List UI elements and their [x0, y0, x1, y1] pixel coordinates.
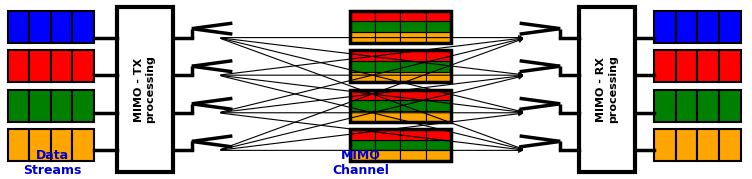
Bar [400, 21, 426, 32]
Bar [654, 11, 676, 43]
Bar [719, 11, 741, 43]
Bar [350, 90, 451, 122]
Bar [698, 11, 719, 43]
Bar [350, 21, 375, 32]
Bar [426, 150, 451, 161]
Bar [719, 90, 741, 122]
Text: MIMO - RX
processing: MIMO - RX processing [596, 55, 618, 124]
Bar [426, 72, 451, 82]
Bar [375, 129, 400, 140]
Bar [375, 72, 400, 82]
Bar [29, 129, 51, 161]
Bar [426, 100, 451, 111]
Bar [719, 50, 741, 82]
Bar [117, 7, 173, 172]
Bar [350, 111, 375, 122]
Bar [8, 90, 29, 122]
Bar [698, 50, 719, 82]
Bar [654, 90, 676, 122]
Bar [350, 50, 451, 82]
Bar [676, 90, 698, 122]
Bar [72, 11, 94, 43]
Bar [654, 50, 676, 82]
Bar [426, 21, 451, 32]
Bar [400, 90, 426, 100]
Bar [51, 90, 72, 122]
Bar [8, 129, 29, 161]
Text: Data
Streams: Data Streams [23, 149, 82, 177]
Bar [426, 61, 451, 72]
Bar [676, 50, 698, 82]
Bar [400, 129, 426, 140]
Bar [350, 32, 375, 43]
Bar [350, 11, 451, 43]
Bar [676, 129, 698, 161]
Bar [350, 150, 375, 161]
Bar [375, 90, 400, 100]
Bar [375, 150, 400, 161]
Bar [350, 50, 375, 61]
Bar [426, 111, 451, 122]
Bar [719, 129, 741, 161]
Bar [51, 11, 72, 43]
Bar [8, 11, 29, 43]
Bar [426, 32, 451, 43]
Bar [426, 129, 451, 140]
Bar [400, 111, 426, 122]
Bar [72, 50, 94, 82]
Bar [426, 90, 451, 100]
Bar [426, 50, 451, 61]
Bar [350, 140, 375, 150]
Bar [400, 150, 426, 161]
Bar [375, 32, 400, 43]
Bar [72, 129, 94, 161]
Bar [29, 90, 51, 122]
Text: MIMO
Channel: MIMO Channel [332, 149, 390, 177]
Bar [375, 100, 400, 111]
Bar [72, 90, 94, 122]
Bar [698, 90, 719, 122]
Bar [350, 61, 375, 72]
Bar [375, 50, 400, 61]
Bar [8, 50, 29, 82]
Bar [350, 100, 375, 111]
Bar [400, 61, 426, 72]
Bar [400, 72, 426, 82]
Bar [29, 50, 51, 82]
Bar [375, 111, 400, 122]
Bar [29, 11, 51, 43]
Bar [350, 129, 451, 161]
Bar [51, 50, 72, 82]
Bar [426, 140, 451, 150]
Bar [400, 50, 426, 61]
Bar [400, 140, 426, 150]
Bar [400, 100, 426, 111]
Bar [375, 61, 400, 72]
Bar [375, 21, 400, 32]
Bar [350, 72, 375, 82]
Bar [579, 7, 635, 172]
Bar [350, 90, 375, 100]
Bar [51, 129, 72, 161]
Bar [375, 140, 400, 150]
Bar [375, 11, 400, 21]
Bar [654, 129, 676, 161]
Bar [426, 11, 451, 21]
Text: MIMO - TX
processing: MIMO - TX processing [134, 55, 156, 124]
Bar [350, 129, 375, 140]
Bar [400, 32, 426, 43]
Bar [350, 11, 375, 21]
Bar [698, 129, 719, 161]
Bar [676, 11, 698, 43]
Bar [400, 11, 426, 21]
